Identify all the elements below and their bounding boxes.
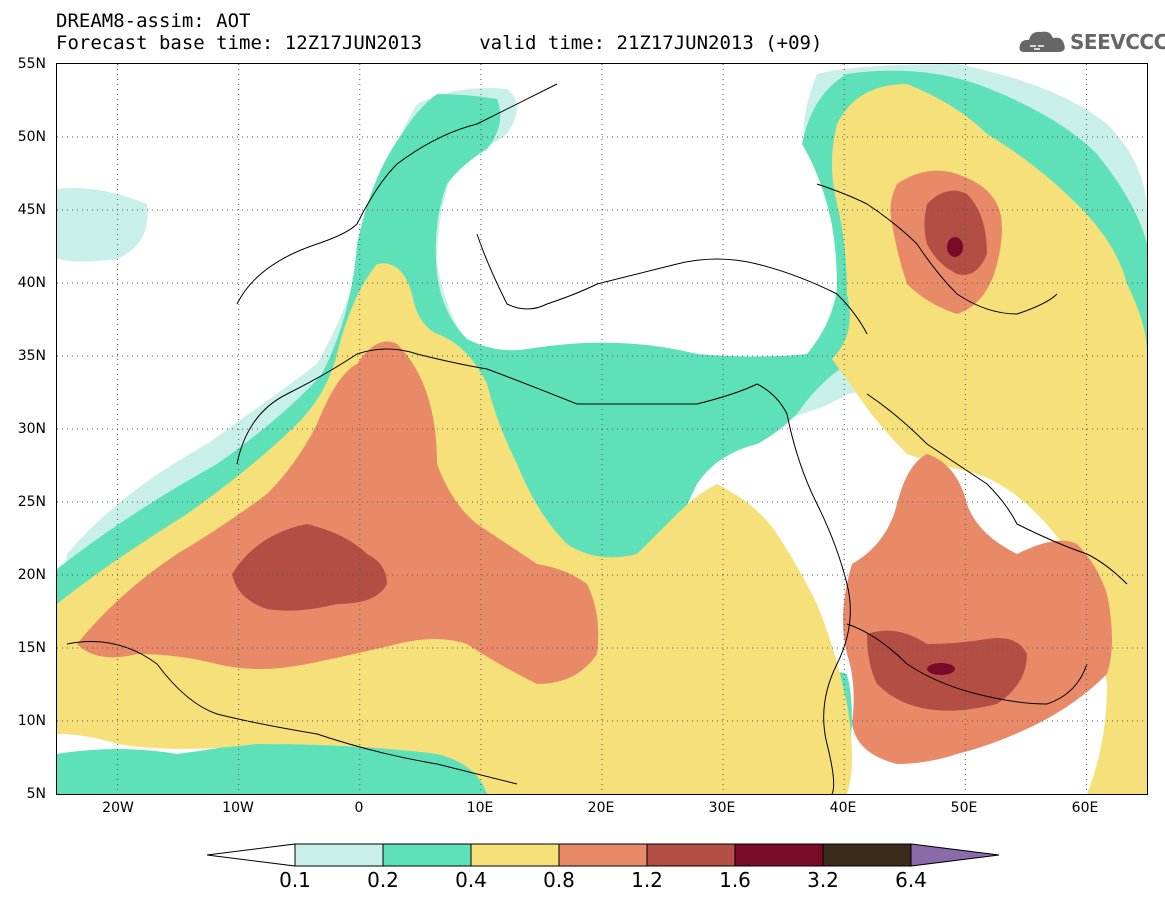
aot-map (57, 64, 1147, 794)
lat-label: 30N (17, 421, 46, 437)
lat-label: 40N (17, 275, 46, 291)
lon-label: 10E (466, 800, 494, 816)
logo-text: SEEVCCC (1070, 30, 1165, 54)
lon-label: 0 (354, 800, 364, 816)
colorbar-label: 6.4 (895, 868, 927, 892)
colorbar-label: 0.4 (455, 868, 487, 892)
colorbar-label: 0.8 (543, 868, 575, 892)
lon-label: 20E (587, 800, 615, 816)
colorbar-swatch (734, 843, 824, 867)
colorbar-swatch (646, 843, 736, 867)
lon-label: 30E (708, 800, 736, 816)
colorbar-swatch (822, 843, 912, 867)
colorbar-label: 1.2 (631, 868, 663, 892)
lat-label: 35N (17, 348, 46, 364)
colorbar-low-arrow (206, 843, 296, 867)
seevccc-logo: SEEVCCC (1018, 24, 1165, 58)
lat-label: 10N (17, 713, 46, 729)
colorbar-swatch (470, 843, 560, 867)
lat-label: 55N (17, 56, 46, 72)
colorbar-label: 0.2 (367, 868, 399, 892)
lat-label: 25N (17, 494, 46, 510)
lon-label: 10W (222, 800, 254, 816)
lon-label: 50E (950, 800, 978, 816)
map-frame (56, 63, 1148, 795)
colorbar-swatch (382, 843, 472, 867)
colorbar (206, 843, 1000, 867)
aot-band-1-6 (927, 237, 963, 675)
graticule (57, 64, 1147, 794)
lon-label: 20W (102, 800, 134, 816)
lat-label: 20N (17, 567, 46, 583)
colorbar-swatch (558, 843, 648, 867)
lat-label: 15N (17, 640, 46, 656)
lat-label: 5N (26, 786, 46, 802)
chart-title: DREAM8-assim: AOT (56, 10, 251, 32)
lat-label: 50N (17, 129, 46, 145)
lon-label: 60E (1071, 800, 1099, 816)
lat-label: 45N (17, 202, 46, 218)
cloud-icon (1019, 31, 1065, 52)
colorbar-label: 0.1 (279, 868, 311, 892)
colorbar-swatch (294, 843, 384, 867)
lon-label: 40E (829, 800, 857, 816)
colorbar-label: 3.2 (807, 868, 839, 892)
colorbar-label: 1.6 (719, 868, 751, 892)
forecast-times: Forecast base time: 12Z17JUN2013 valid t… (56, 32, 823, 54)
colorbar-high-arrow (910, 843, 1000, 867)
